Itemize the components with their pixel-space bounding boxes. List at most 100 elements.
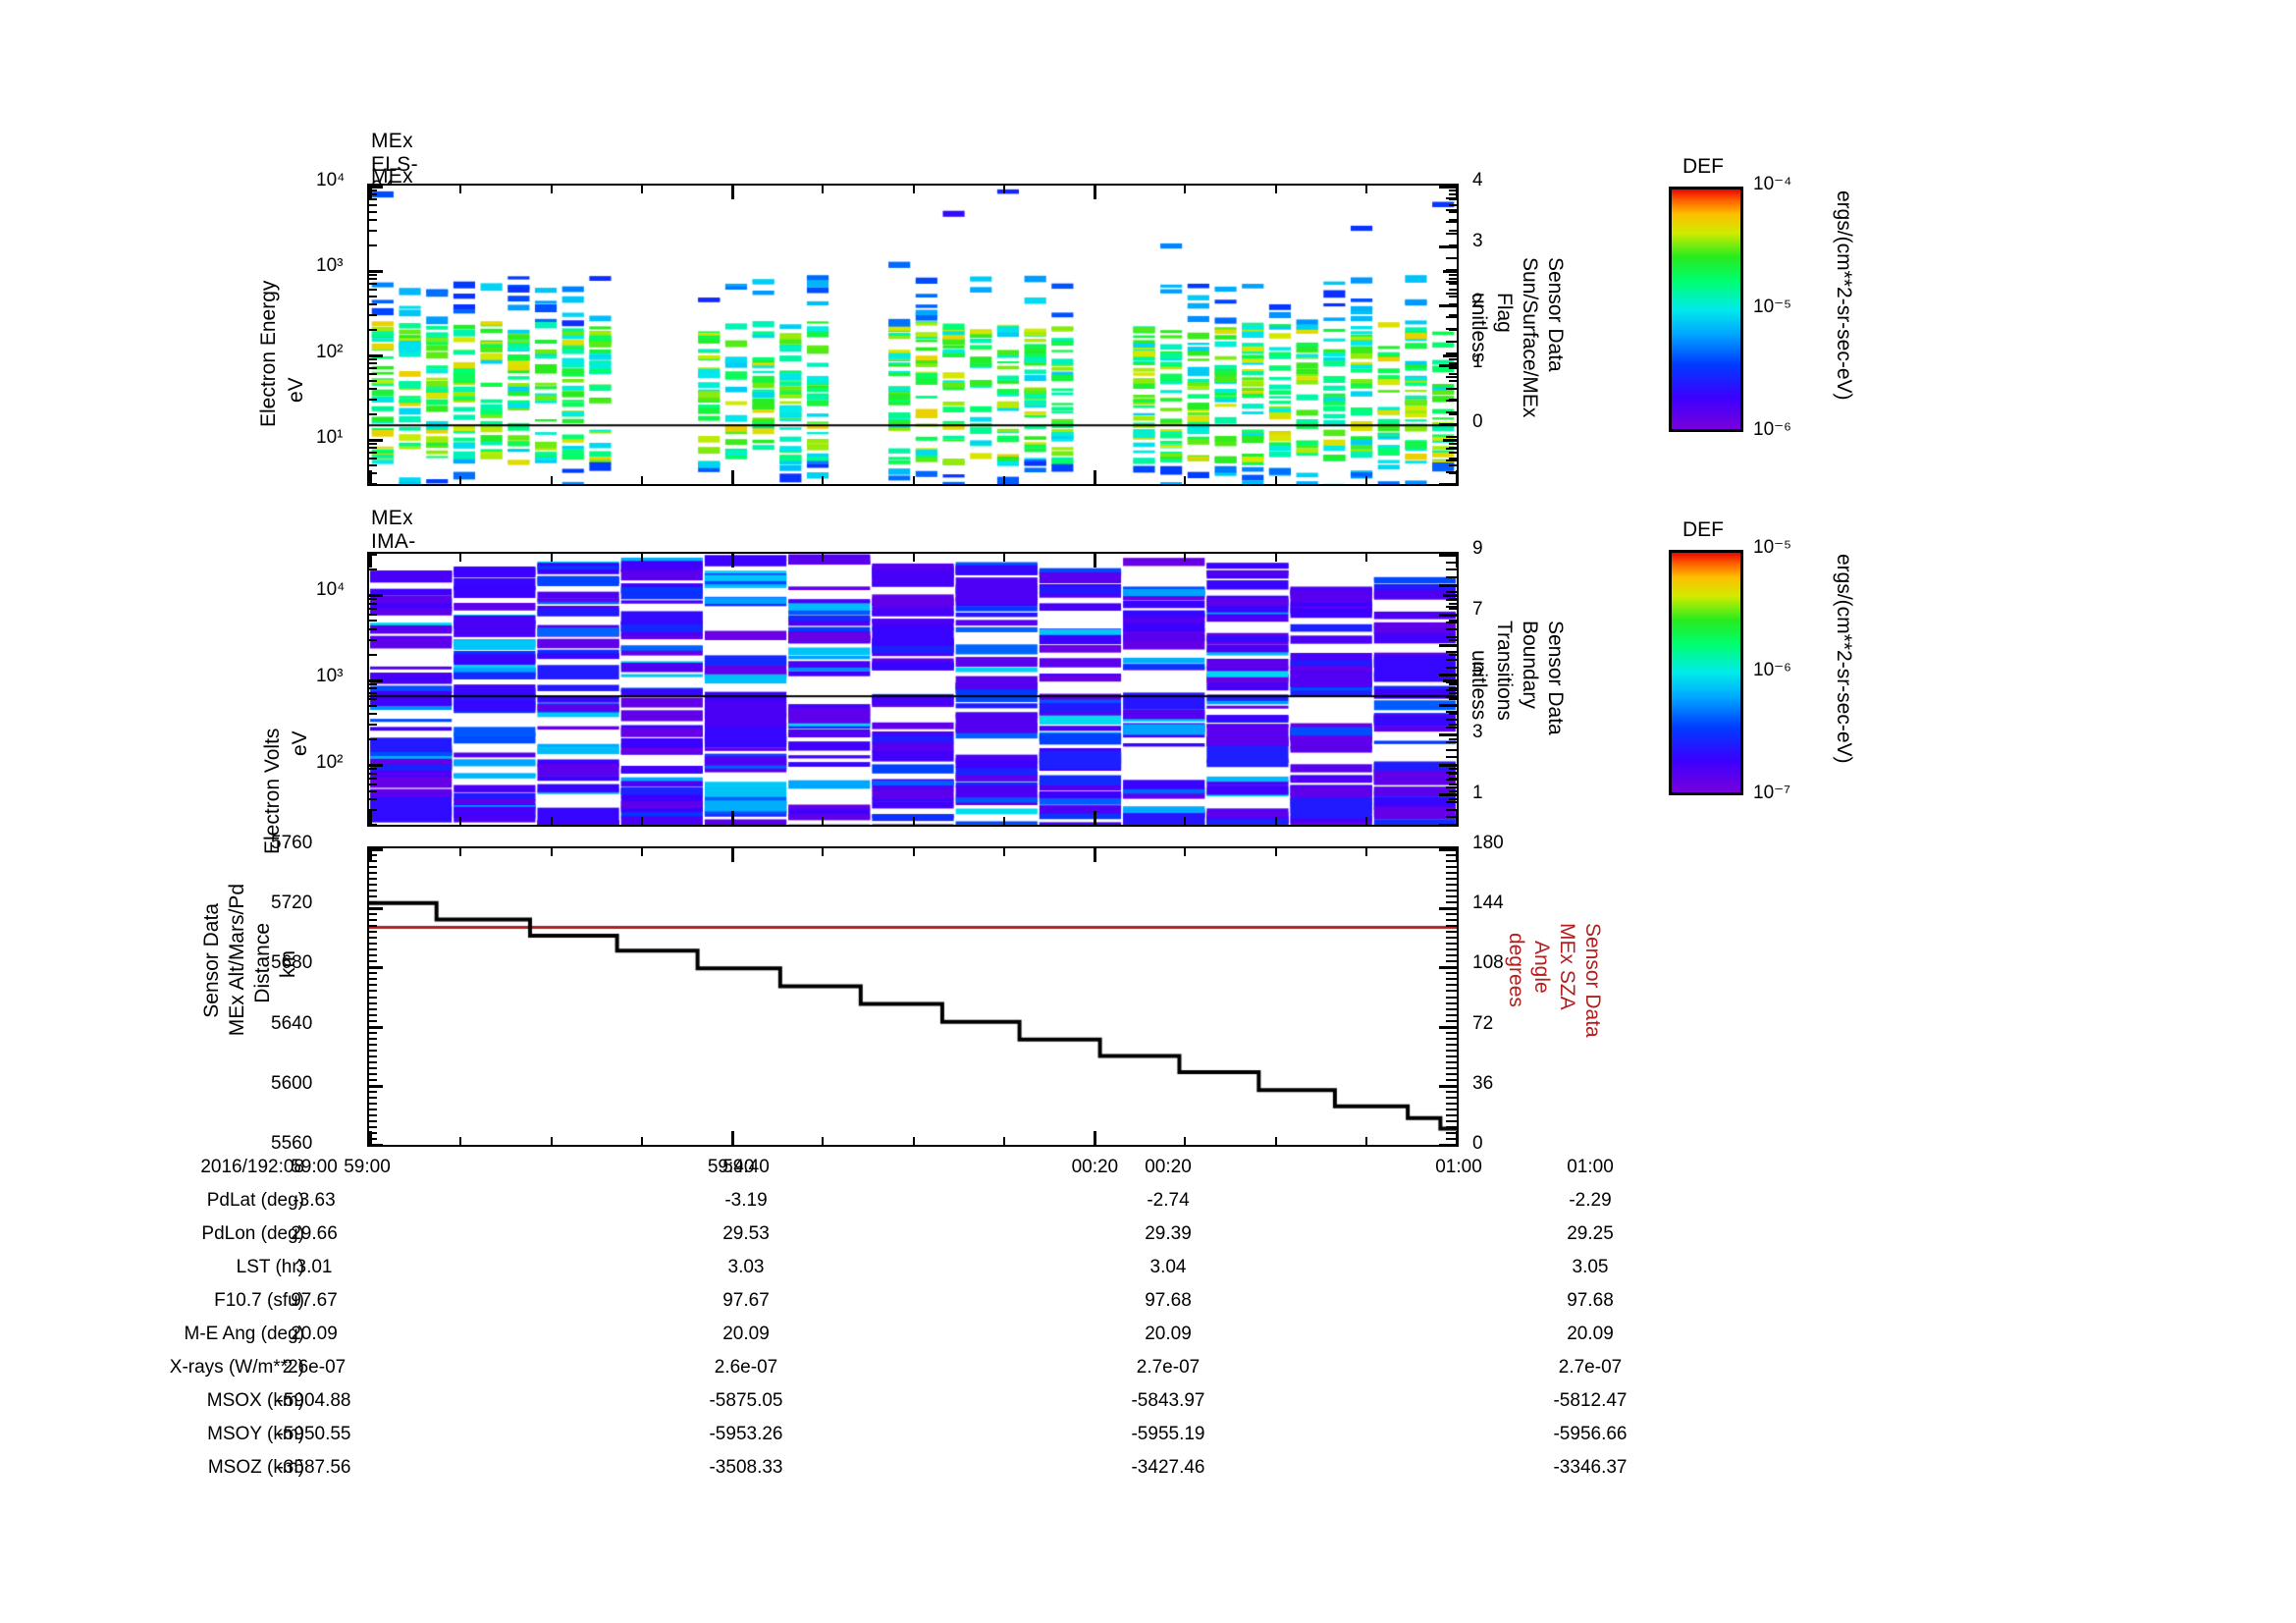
axis-tick [369, 768, 377, 771]
panel-ima-ylabel-right-4: unitless [1467, 650, 1490, 720]
table-cell: 29.25 [1567, 1223, 1614, 1244]
axis-tick [1449, 768, 1457, 771]
axis-tick [369, 777, 377, 780]
ima-plot-area[interactable] [367, 552, 1459, 827]
axis-tick [369, 990, 377, 993]
axis-tick [369, 554, 371, 562]
axis-tick [459, 186, 462, 193]
axis-tick [369, 463, 377, 466]
panel-ima-ylabel-left-units: eV [289, 677, 312, 756]
axis-tick [369, 452, 377, 455]
ima-y-tick-right: 1 [1472, 782, 1483, 803]
axis-tick [369, 638, 377, 641]
axis-tick [369, 978, 377, 981]
axis-tick [640, 817, 643, 825]
axis-tick [1443, 270, 1457, 273]
axis-tick [369, 244, 377, 247]
axis-tick [1449, 682, 1457, 685]
table-cell: 3.04 [1149, 1257, 1187, 1277]
axis-tick [369, 1102, 377, 1105]
axis-tick [369, 1043, 377, 1046]
axis-tick [1274, 554, 1277, 562]
axis-tick [1446, 771, 1457, 774]
axis-tick [369, 817, 371, 825]
ima-y-tick-left: 10⁴ [316, 579, 346, 601]
axis-tick [1446, 621, 1457, 623]
axis-tick [822, 1137, 825, 1145]
x-axis-tick-label: 59:00 [344, 1157, 391, 1177]
axis-tick [369, 278, 377, 281]
table-cell: 20.09 [1145, 1324, 1192, 1344]
axis-tick [369, 1113, 377, 1116]
axis-tick [369, 996, 377, 999]
table-cell: -5950.55 [277, 1424, 351, 1444]
axis-tick [1449, 772, 1457, 775]
axis-tick [1443, 354, 1457, 358]
axis-tick [1446, 666, 1457, 669]
axis-tick [369, 442, 377, 445]
axis-tick [369, 943, 377, 946]
alt-y-tick-left: 5600 [271, 1072, 313, 1094]
axis-tick [1184, 186, 1187, 193]
axis-tick [1274, 476, 1277, 484]
axis-tick [369, 373, 377, 376]
axis-tick [1449, 692, 1457, 695]
table-cell: 97.67 [722, 1290, 770, 1311]
axis-tick [1449, 379, 1457, 382]
colorbar-els-gradient [1669, 187, 1743, 432]
axis-tick [550, 1137, 553, 1145]
axis-tick [459, 554, 462, 562]
axis-tick [369, 472, 377, 475]
rlabel-line: Sensor Data [1544, 621, 1567, 735]
axis-tick [369, 354, 383, 358]
axis-tick [1446, 561, 1457, 564]
axis-tick [1449, 620, 1457, 622]
axis-tick [369, 1108, 377, 1110]
axis-tick [1449, 362, 1457, 365]
axis-tick [1446, 1031, 1457, 1034]
panel-ima-ylabel-right-2: Boundary [1518, 621, 1541, 709]
cb-units-text: ergs/(cm**2-sr-sec-eV) [1833, 190, 1855, 401]
axis-tick [1446, 1043, 1457, 1046]
axis-tick [1449, 602, 1457, 605]
axis-tick [369, 1055, 377, 1057]
axis-tick [369, 848, 383, 851]
axis-tick [1446, 280, 1457, 283]
colorbar-ima-gradient [1669, 550, 1743, 795]
axis-tick [459, 1137, 462, 1145]
axis-tick [369, 738, 377, 741]
panel-ima-ylabel-right-1: Sensor Data [1543, 621, 1567, 735]
table-cell: -3.63 [293, 1190, 336, 1211]
alt-y-tick-right: 72 [1472, 1012, 1494, 1034]
axis-tick [1364, 1137, 1367, 1145]
axis-tick [1439, 583, 1457, 587]
axis-tick [1446, 628, 1457, 631]
table-cell: -3427.46 [1131, 1457, 1205, 1478]
axis-tick [1446, 411, 1457, 414]
rlabel-line: MEx SZA [1556, 923, 1578, 1010]
axis-tick [1449, 738, 1457, 741]
axis-tick [1449, 283, 1457, 286]
axis-tick [912, 186, 915, 193]
axis-tick [1002, 186, 1005, 193]
axis-tick [369, 620, 377, 622]
axis-tick [1446, 1037, 1457, 1040]
axis-tick [369, 854, 377, 857]
alt-plot-area[interactable] [367, 846, 1459, 1147]
axis-tick [1446, 960, 1457, 963]
panel-els-ylabel-right-4: unitless [1467, 293, 1490, 362]
axis-tick [1446, 801, 1457, 804]
axis-tick [1446, 340, 1457, 343]
axis-tick [1449, 698, 1457, 701]
table-cell: -5812.47 [1553, 1390, 1628, 1411]
axis-tick [369, 303, 377, 306]
table-cell: -5953.26 [709, 1424, 783, 1444]
axis-tick [1446, 256, 1457, 259]
els-plot-area[interactable] [367, 184, 1459, 486]
axis-tick [1446, 1060, 1457, 1063]
panel-ima-ylabel-right-3: Transitions [1492, 621, 1516, 721]
axis-tick [1439, 793, 1457, 797]
axis-tick [1446, 696, 1457, 699]
axis-tick [822, 848, 825, 856]
axis-tick [1446, 636, 1457, 639]
